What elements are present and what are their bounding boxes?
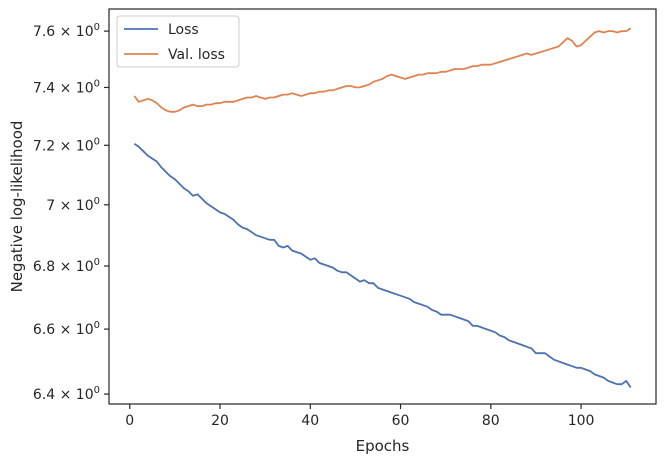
- y-tick-label: 7.2 × 100: [33, 136, 100, 154]
- x-tick-label: 60: [392, 413, 410, 429]
- x-tick-label: 80: [482, 413, 500, 429]
- x-tick-label: 40: [301, 413, 319, 429]
- y-axis-ticks: 6.4 × 100 6.6 × 100 6.8 × 100 7 × 100 7.2 × …: [33, 22, 109, 403]
- x-tick-label: 0: [125, 413, 134, 429]
- x-tick-label: 100: [568, 413, 595, 429]
- plot-background: [109, 9, 656, 404]
- y-tick-label: 6.8 × 100: [33, 257, 100, 275]
- series-line-loss: [133, 143, 632, 389]
- y-tick-label: 6.6 × 100: [33, 320, 100, 338]
- plot-frame: [108, 8, 657, 405]
- series-lines: [133, 27, 632, 389]
- x-axis-ticks: 0 20 40 60 80 100: [125, 404, 594, 429]
- x-tick-label: 20: [211, 413, 229, 429]
- y-tick-label: 7.6 × 100: [33, 22, 100, 40]
- series-line-val-loss: [133, 27, 632, 113]
- x-axis-label: Epochs: [356, 437, 410, 455]
- y-axis-label: Negative log-likelihood: [8, 121, 26, 293]
- legend-label-val-loss: Val. loss: [168, 47, 225, 63]
- legend: Loss Val. loss: [116, 15, 240, 68]
- y-tick-label: 6.4 × 100: [33, 385, 100, 403]
- y-tick-label: 7 × 100: [46, 196, 100, 214]
- y-tick-label: 7.4 × 100: [33, 78, 100, 96]
- legend-label-loss: Loss: [168, 22, 199, 38]
